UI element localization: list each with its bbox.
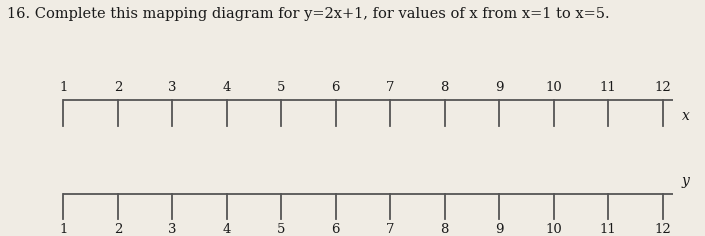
Text: 5: 5	[277, 81, 286, 94]
Text: 2: 2	[114, 81, 122, 94]
Text: 6: 6	[331, 223, 340, 236]
Text: x: x	[682, 109, 689, 123]
Text: 1: 1	[59, 81, 68, 94]
Text: 9: 9	[495, 223, 503, 236]
Text: y: y	[682, 173, 689, 188]
Text: 6: 6	[331, 81, 340, 94]
Text: 16. Complete this mapping diagram for y=2x+1, for values of x from x=1 to x=5.: 16. Complete this mapping diagram for y=…	[7, 7, 610, 21]
Text: 8: 8	[441, 223, 449, 236]
Text: 11: 11	[600, 81, 617, 94]
Text: 2: 2	[114, 223, 122, 236]
Text: 1: 1	[59, 223, 68, 236]
Text: 8: 8	[441, 81, 449, 94]
Text: 11: 11	[600, 223, 617, 236]
Text: 4: 4	[223, 81, 231, 94]
Text: 3: 3	[168, 223, 177, 236]
Text: 5: 5	[277, 223, 286, 236]
Text: 7: 7	[386, 223, 395, 236]
Text: 10: 10	[546, 223, 562, 236]
Text: 12: 12	[654, 81, 671, 94]
Text: 4: 4	[223, 223, 231, 236]
Text: 9: 9	[495, 81, 503, 94]
Text: 10: 10	[546, 81, 562, 94]
Text: 3: 3	[168, 81, 177, 94]
Text: 12: 12	[654, 223, 671, 236]
Text: 7: 7	[386, 81, 395, 94]
